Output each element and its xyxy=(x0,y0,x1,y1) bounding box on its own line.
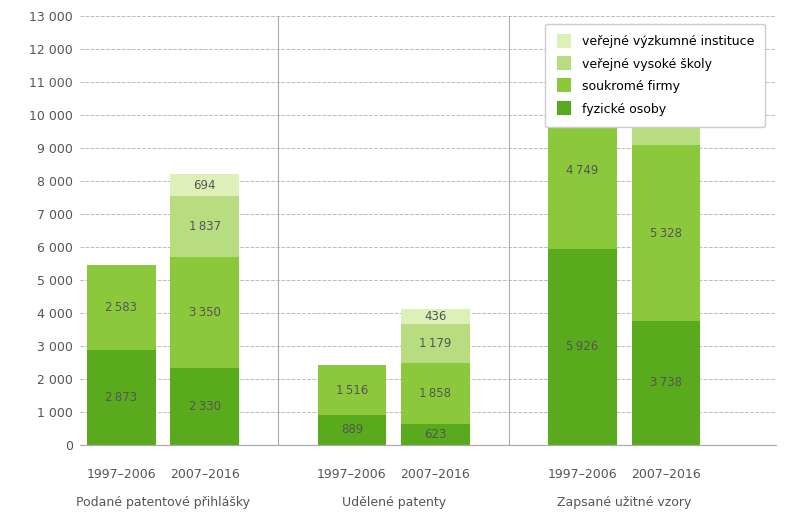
Text: 3 350: 3 350 xyxy=(189,306,221,319)
Text: 1 858: 1 858 xyxy=(419,387,451,400)
Text: 694: 694 xyxy=(194,178,216,191)
Bar xyxy=(632,321,701,445)
Bar xyxy=(632,59,701,145)
Text: 2 583: 2 583 xyxy=(106,301,138,314)
Bar xyxy=(401,324,470,363)
Text: 1997–2006: 1997–2006 xyxy=(86,468,156,481)
Text: 889: 889 xyxy=(341,423,363,436)
Bar xyxy=(632,35,701,59)
Bar xyxy=(170,257,239,368)
Bar xyxy=(401,363,470,424)
Text: 1 516: 1 516 xyxy=(336,384,368,397)
Text: 2 330: 2 330 xyxy=(189,400,221,413)
Bar xyxy=(318,415,386,445)
Text: 1 837: 1 837 xyxy=(189,220,221,233)
Bar xyxy=(170,368,239,445)
Text: 718: 718 xyxy=(655,41,678,54)
Bar xyxy=(87,265,155,350)
Text: Udělené patenty: Udělené patenty xyxy=(342,496,446,509)
Bar xyxy=(170,196,239,257)
Text: 4 749: 4 749 xyxy=(566,164,598,177)
Text: 2 614: 2 614 xyxy=(650,96,682,109)
Bar xyxy=(401,424,470,445)
Text: 436: 436 xyxy=(424,310,446,323)
Text: Podané patentové přihlášky: Podané patentové přihlášky xyxy=(76,496,250,509)
Bar xyxy=(548,249,617,445)
Text: 2007–2016: 2007–2016 xyxy=(631,468,701,481)
Text: 2007–2016: 2007–2016 xyxy=(170,468,239,481)
Bar xyxy=(548,92,617,249)
Text: 2 873: 2 873 xyxy=(105,391,138,404)
Legend: veřejné výzkumné instituce, veřejné vysoké školy, soukromé firmy, fyzické osoby: veřejné výzkumné instituce, veřejné vyso… xyxy=(546,24,766,127)
Text: 1 179: 1 179 xyxy=(419,337,451,350)
Text: 5 328: 5 328 xyxy=(650,227,682,240)
Bar xyxy=(318,365,386,415)
Bar xyxy=(632,145,701,321)
Bar xyxy=(87,350,155,445)
Text: 3 738: 3 738 xyxy=(650,376,682,389)
Text: 1997–2006: 1997–2006 xyxy=(548,468,618,481)
Text: 623: 623 xyxy=(424,428,446,441)
Text: 1997–2006: 1997–2006 xyxy=(317,468,386,481)
Text: 2007–2016: 2007–2016 xyxy=(401,468,470,481)
Bar xyxy=(170,174,239,196)
Text: 5 926: 5 926 xyxy=(566,340,598,353)
Text: Zapsané užitné vzory: Zapsané užitné vzory xyxy=(557,496,691,509)
Bar xyxy=(401,309,470,324)
